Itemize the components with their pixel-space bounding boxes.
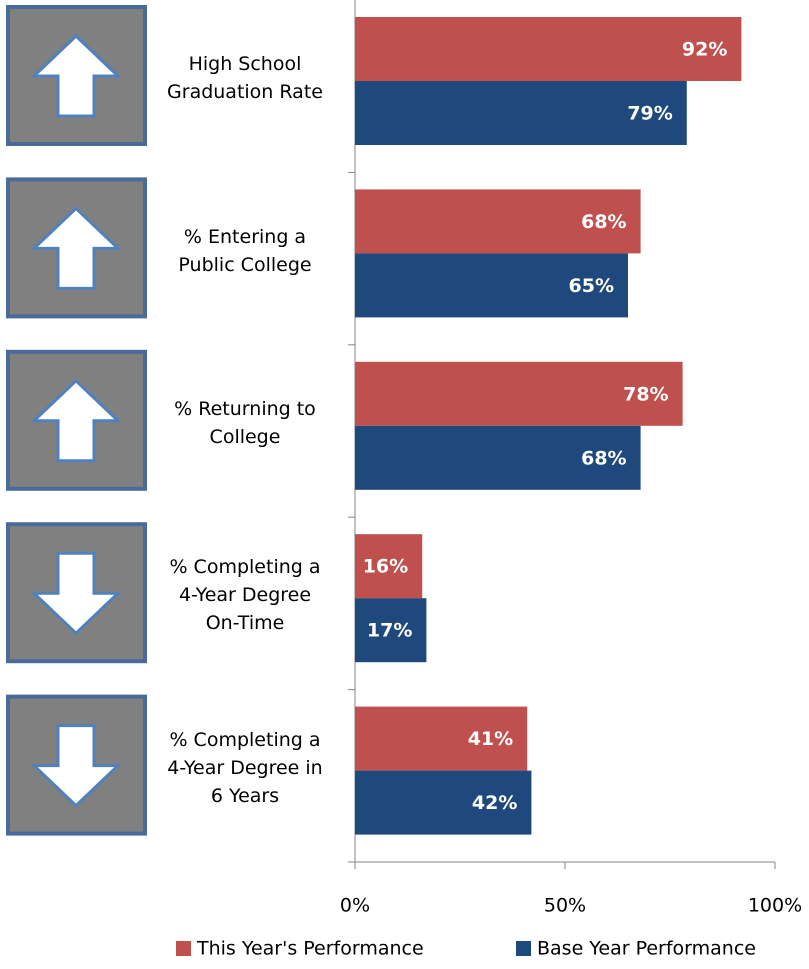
legend-label: This Year's Performance [196, 938, 424, 960]
bar [355, 253, 628, 318]
legend-swatch [516, 941, 531, 956]
category-label: % Completing a 4-Year Degree On-Time [169, 556, 321, 635]
trend-arrow [30, 378, 122, 463]
value-label: 41% [468, 728, 513, 750]
x-tick-label: 50% [544, 895, 586, 917]
trend-arrow [30, 33, 122, 118]
value-label: 16% [363, 556, 408, 578]
bar [355, 81, 687, 145]
category-label: % Entering a Public College [178, 225, 312, 276]
bar [355, 770, 532, 835]
value-label: 42% [472, 792, 517, 814]
trend-arrow [30, 724, 122, 808]
legend-swatch [176, 941, 191, 956]
bar [355, 425, 641, 490]
value-label: 65% [569, 275, 614, 297]
value-label: 78% [623, 383, 668, 405]
bar [355, 17, 742, 81]
legend-label: Base Year Performance [537, 938, 756, 960]
bar [355, 361, 683, 426]
value-label: 79% [627, 103, 672, 125]
value-label: 68% [581, 447, 626, 469]
trend-arrow [30, 206, 122, 290]
bar [355, 598, 427, 663]
category-label: % Returning to College [174, 398, 316, 448]
value-label: 68% [581, 211, 626, 233]
bar [355, 534, 423, 599]
bar [355, 706, 528, 771]
value-label: 92% [682, 39, 727, 61]
x-tick-label: 0% [340, 895, 370, 917]
bar [355, 189, 641, 254]
category-label: % Completing a 4-Year Degree in 6 Years [167, 728, 323, 807]
category-label: High School Graduation Rate [167, 53, 323, 104]
trend-arrow [30, 551, 122, 636]
x-tick-label: 100% [748, 895, 802, 917]
value-label: 17% [367, 620, 412, 642]
